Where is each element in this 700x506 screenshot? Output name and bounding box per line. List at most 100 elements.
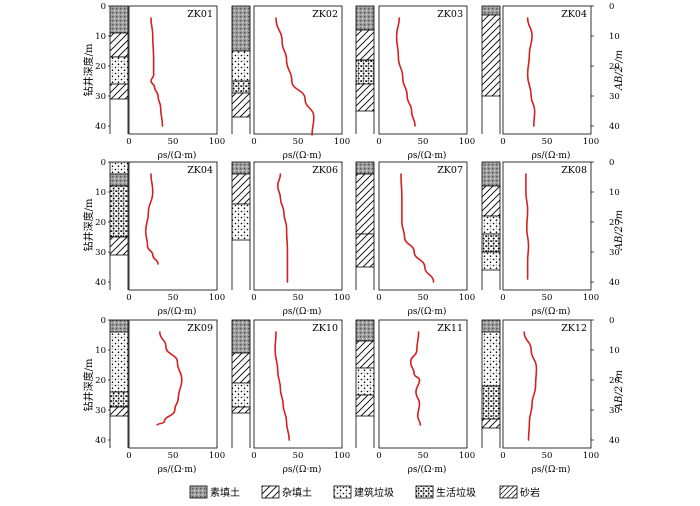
resistivity-curve (523, 331, 538, 441)
panel-zk01: ZK01 0 50 100 ρs/(Ω·m) 0 10 20 30 40 (95, 2, 225, 161)
x-tick-label: 0 (376, 293, 381, 303)
resistivity-curve (156, 331, 183, 426)
log-layer (481, 14, 501, 97)
resistivity-curve (144, 173, 159, 265)
depth-tick-label: 20 (95, 62, 106, 72)
x-tick-label: 50 (542, 451, 553, 461)
log-layer (109, 56, 129, 85)
depth-tick-label: 40 (95, 122, 106, 132)
depth-tick-label: 0 (101, 158, 106, 168)
log-layer (231, 161, 251, 175)
log-layer (355, 29, 375, 61)
x-tick-label: 100 (209, 451, 225, 461)
legend-item-zaTianTu: 杂填土 (261, 485, 312, 499)
log-layer (481, 233, 501, 253)
x-tick-label: 50 (418, 293, 429, 303)
x-tick-label: 100 (459, 293, 475, 303)
x-tick-label: 100 (459, 137, 475, 147)
log-layer (109, 319, 129, 333)
log-layer (481, 418, 501, 429)
x-tick-label: 50 (542, 293, 553, 303)
legend-label: 生活垃圾 (436, 486, 476, 499)
panel-label: ZK10 (312, 323, 338, 334)
log-layer (231, 50, 251, 82)
x-tick-label: 100 (583, 293, 599, 303)
panel-label: ZK12 (561, 323, 587, 334)
left-axis-labels: 钻井深度/m 钻井深度/m 钻井深度/m (82, 43, 95, 411)
legend-label: 杂填土 (282, 486, 312, 499)
log-layer (481, 319, 501, 333)
log-layer (481, 385, 501, 420)
plot-frame (128, 5, 218, 135)
panel-label: ZK09 (187, 323, 213, 334)
log-layer (355, 340, 375, 369)
x-axis-label: ρs/(Ω·m) (158, 150, 197, 161)
panel-zk07: ZK07 0 50 100 ρs/(Ω·m) (355, 161, 475, 317)
panel-label: ZK04 (187, 165, 213, 176)
depth-tick-label: 0 (101, 316, 106, 326)
log-layer (109, 83, 129, 100)
legend-swatch (189, 485, 208, 499)
log-layer (355, 173, 375, 235)
depth-tick-label: 20 (95, 376, 106, 386)
x-tick-label: 100 (583, 451, 599, 461)
legend-swatch (415, 485, 434, 499)
legend: 素填土 杂填土 建筑垃圾 生活垃圾 砂岩 (189, 485, 540, 499)
log-layer (231, 80, 251, 94)
log-layer (355, 394, 375, 417)
panel-zk04: ZK04 0 50 100 ρs/(Ω·m) 0 10 20 30 40 (95, 158, 225, 317)
x-tick-label: 0 (500, 293, 505, 303)
resistivity-curve (409, 331, 422, 426)
log-layer (109, 5, 129, 34)
x-tick-label: 0 (500, 137, 505, 147)
log-layer (109, 391, 129, 408)
log-layer (231, 203, 251, 241)
depth-tick-label: 10 (95, 346, 106, 356)
resistivity-curve (525, 173, 530, 280)
log-layer (481, 5, 501, 16)
legend-item-shaYan: 砂岩 (499, 485, 540, 499)
plot-frame (502, 319, 592, 449)
panel-zk03: ZK03 0 50 100 ρs/(Ω·m) (355, 5, 475, 161)
log-layer (481, 215, 501, 235)
log-layer (481, 161, 501, 187)
log-layer (355, 83, 375, 112)
panel-label: ZK02 (312, 9, 338, 20)
x-axis-label: ρs/(Ω·m) (532, 150, 571, 161)
log-layer (481, 331, 501, 387)
depth-tick-label: 30 (609, 248, 620, 258)
depth-tick-label: 30 (95, 92, 106, 102)
panel-zk12: ZK12 0 50 100 ρs/(Ω·m) 0 10 20 30 40 (481, 316, 620, 475)
log-layer (231, 92, 251, 118)
y-axis-label-right-row2: AB/2 /m (614, 210, 625, 251)
depth-tick-label: 20 (609, 218, 620, 228)
depth-tick-label: 20 (609, 62, 620, 72)
depth-tick-label: 40 (95, 278, 106, 288)
plot-frame (378, 5, 468, 135)
depth-tick-label: 10 (609, 32, 620, 42)
x-tick-label: 0 (126, 451, 131, 461)
log-layer (109, 161, 129, 175)
x-tick-label: 0 (251, 451, 256, 461)
log-layer (231, 406, 251, 414)
log-layer (109, 406, 129, 417)
panel-label: ZK08 (561, 165, 587, 176)
resistivity-curve (275, 17, 315, 136)
legend-swatch (499, 485, 518, 499)
log-layer (231, 319, 251, 354)
x-tick-label: 100 (209, 293, 225, 303)
x-axis-label: ρs/(Ω·m) (283, 150, 322, 161)
depth-tick-label: 10 (609, 346, 620, 356)
panel-zk10: ZK10 0 50 100 ρs/(Ω·m) (231, 319, 350, 475)
log-layer (231, 173, 251, 205)
legend-label: 砂岩 (520, 486, 540, 499)
x-tick-label: 100 (334, 293, 350, 303)
x-tick-label: 100 (334, 137, 350, 147)
panel-zk06: ZK06 0 50 100 ρs/(Ω·m) (231, 161, 350, 317)
panel-label: ZK04 (561, 9, 587, 20)
x-tick-label: 50 (293, 293, 304, 303)
x-tick-label: 100 (334, 451, 350, 461)
x-tick-label: 50 (418, 137, 429, 147)
x-axis-label: ρs/(Ω·m) (532, 464, 571, 475)
x-tick-label: 100 (209, 137, 225, 147)
